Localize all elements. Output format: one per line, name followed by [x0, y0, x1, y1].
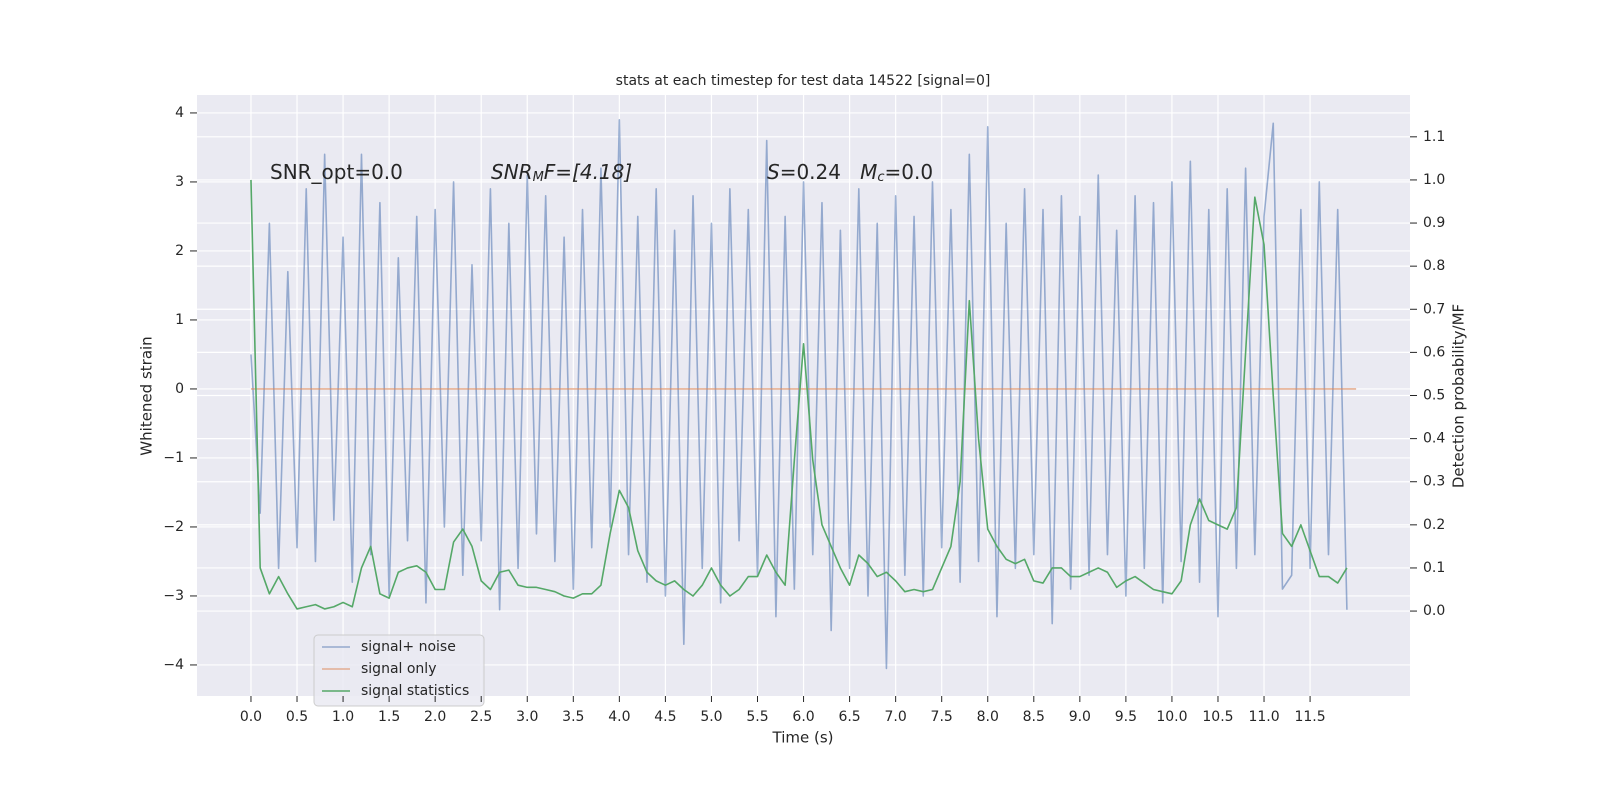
x-tick-label: 5.0: [700, 709, 722, 725]
y2-tick-label: 0.5: [1423, 388, 1445, 404]
y-tick-label: −1: [163, 450, 184, 466]
y2-tick-label: 0.0: [1423, 603, 1445, 619]
x-tick-label: 4.5: [654, 709, 676, 725]
y2-tick-label: 0.4: [1423, 431, 1445, 447]
y2-tick-label: 0.9: [1423, 215, 1445, 231]
annotation: SNRMF=[4.18]: [491, 160, 632, 185]
x-tick-label: 0.0: [240, 709, 262, 725]
x-tick-label: 8.0: [977, 709, 999, 725]
legend-label: signal+ noise: [361, 639, 456, 655]
y2-tick-label: 0.2: [1423, 517, 1445, 533]
y-tick-label: 4: [175, 105, 184, 121]
annotation: S=0.24 Mc=0.0: [767, 160, 933, 185]
y2-tick-label: 0.1: [1423, 560, 1445, 576]
y-tick-label: −2: [163, 519, 184, 535]
annotation: SNR_opt=0.0: [270, 160, 403, 184]
legend-box: [313, 634, 485, 707]
y-axis-label: Whitened strain: [138, 336, 156, 455]
y2-tick-label: 0.8: [1423, 258, 1445, 274]
y-tick-label: −4: [163, 657, 184, 673]
y2-tick-label: 1.0: [1423, 172, 1445, 188]
x-tick-label: 7.5: [931, 709, 953, 725]
y2-tick-label: 0.7: [1423, 301, 1445, 317]
y2-axis-label: Detection probability/MF: [1450, 304, 1468, 488]
y2-tick-label: 1.1: [1423, 129, 1445, 145]
x-tick-label: 4.0: [608, 709, 630, 725]
series-line: [250, 179, 1348, 610]
x-tick-label: 0.5: [286, 709, 308, 725]
x-tick-label: 11.5: [1294, 709, 1325, 725]
x-tick-label: 7.0: [885, 709, 907, 725]
x-tick-label: 11.0: [1248, 709, 1279, 725]
x-axis-label: Time (s): [772, 729, 834, 747]
x-tick-label: 1.0: [332, 709, 354, 725]
x-tick-label: 9.5: [1115, 709, 1137, 725]
x-tick-label: 10.5: [1202, 709, 1233, 725]
chart-title: stats at each timestep for test data 145…: [616, 73, 991, 89]
y2-tick-label: 0.6: [1423, 344, 1445, 360]
x-tick-label: 3.5: [562, 709, 584, 725]
y-tick-label: 3: [175, 174, 184, 190]
x-tick-label: 6.0: [792, 709, 814, 725]
x-tick-label: 10.0: [1156, 709, 1187, 725]
x-tick-label: 3.0: [516, 709, 538, 725]
x-tick-label: 8.5: [1023, 709, 1045, 725]
x-tick-label: 5.5: [746, 709, 768, 725]
x-tick-label: 6.5: [838, 709, 860, 725]
y-tick-label: 0: [175, 381, 184, 397]
series-line: [250, 119, 1348, 670]
y-tick-label: 1: [175, 312, 184, 328]
y-tick-label: 2: [175, 243, 184, 259]
y2-tick-label: 0.3: [1423, 474, 1445, 490]
x-tick-label: 9.0: [1069, 709, 1091, 725]
legend-label: signal statistics: [361, 683, 469, 699]
legend-label: signal only: [361, 661, 436, 677]
y-tick-label: −3: [163, 588, 184, 604]
x-tick-label: 2.5: [470, 709, 492, 725]
x-tick-label: 2.0: [424, 709, 446, 725]
x-tick-label: 1.5: [378, 709, 400, 725]
